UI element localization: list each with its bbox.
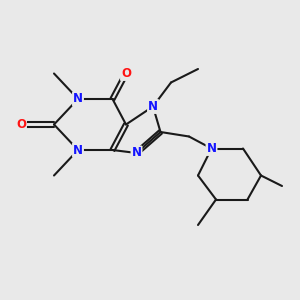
Text: O: O bbox=[16, 118, 26, 131]
Text: N: N bbox=[73, 143, 83, 157]
Text: O: O bbox=[121, 67, 131, 80]
Text: N: N bbox=[73, 92, 83, 106]
Text: N: N bbox=[148, 100, 158, 113]
Text: N: N bbox=[206, 142, 217, 155]
Text: N: N bbox=[131, 146, 142, 160]
